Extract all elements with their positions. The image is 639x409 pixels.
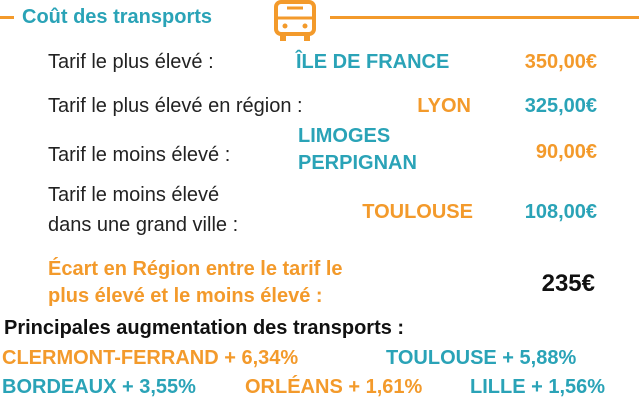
title: Coût des transports <box>22 6 213 28</box>
city: TOULOUSE <box>362 201 473 223</box>
city: ÎLE DE FRANCE <box>296 51 450 73</box>
header-rule <box>0 16 14 19</box>
increase-item: CLERMONT-FERRAND + 6,34% <box>2 347 299 369</box>
price: 108,00€ <box>524 201 597 223</box>
price: 90,00€ <box>535 141 597 163</box>
increase-item: ORLÉANS + 1,61% <box>245 376 423 398</box>
row-label: Tarif le plus élevé : <box>48 51 214 73</box>
row-label: Tarif le moins élevé : <box>48 144 231 166</box>
bus-icon <box>274 0 316 41</box>
city: PERPIGNAN <box>298 152 417 174</box>
increase-item: LILLE + 1,56% <box>470 376 606 398</box>
increases-title: Principales augmentation des transports … <box>4 317 405 339</box>
price: 350,00€ <box>524 51 597 73</box>
gap-label: Écart en Région entre le tarif le <box>48 258 343 280</box>
city: LYON <box>417 95 471 117</box>
gap-value: 235€ <box>541 270 595 297</box>
row-label: Tarif le moins élevé <box>48 184 220 206</box>
header-rule <box>330 16 639 19</box>
increase-item: BORDEAUX + 3,55% <box>2 376 196 398</box>
increase-item: TOULOUSE + 5,88% <box>386 347 577 369</box>
price: 325,00€ <box>524 95 597 117</box>
city: LIMOGES <box>298 125 391 147</box>
row-label: Tarif le plus élevé en région : <box>48 95 303 117</box>
row-label: dans une grand ville : <box>48 214 239 236</box>
gap-label: plus élevé et le moins élevé : <box>48 285 323 307</box>
